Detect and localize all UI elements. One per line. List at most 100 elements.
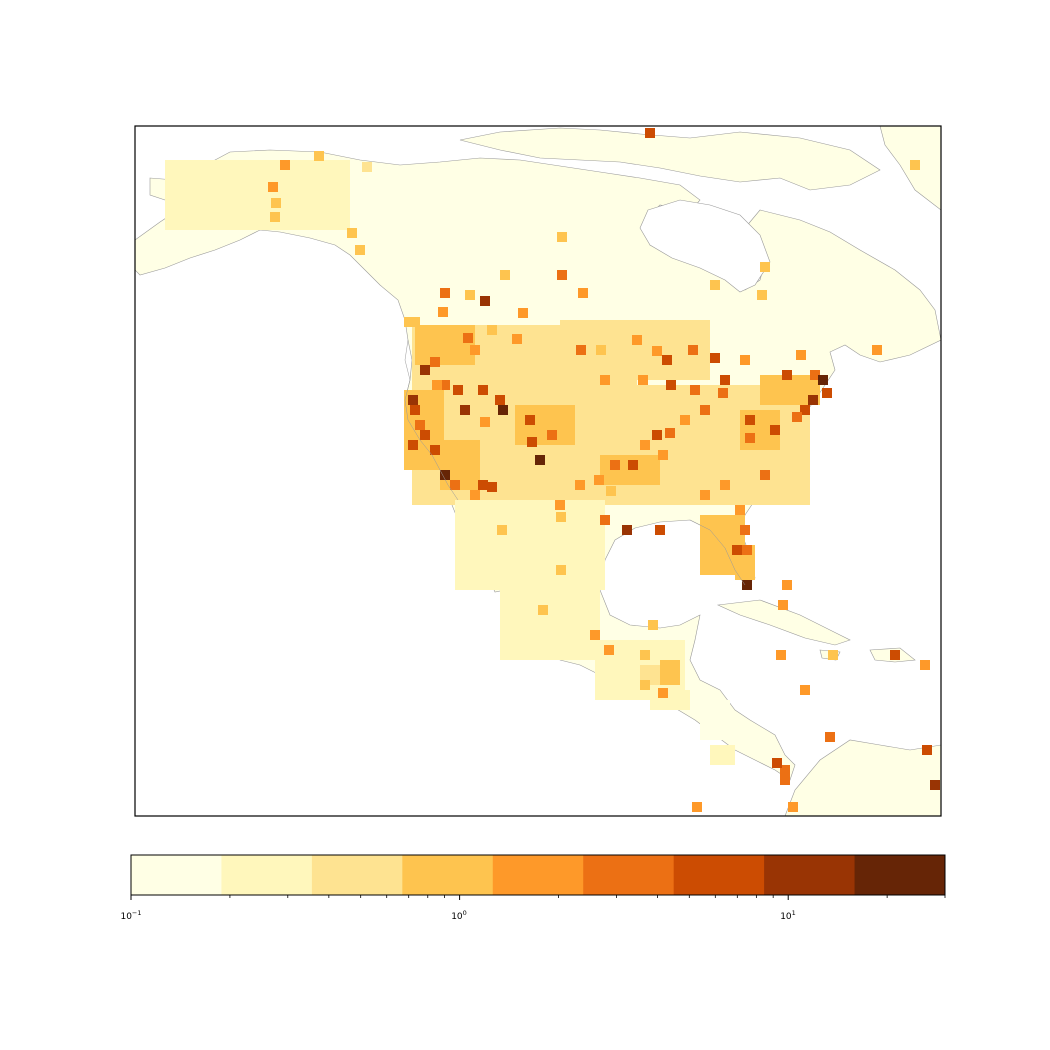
colorbar-band-4	[492, 855, 584, 895]
data-cell	[640, 650, 650, 660]
data-cell	[432, 380, 442, 390]
map-content	[135, 126, 941, 816]
data-cell	[700, 405, 710, 415]
data-cell	[440, 288, 450, 298]
data-cell	[760, 470, 770, 480]
data-cell	[594, 475, 604, 485]
colorbar-ticks	[130, 895, 946, 900]
data-cell	[165, 160, 350, 230]
arctic-islands	[459, 127, 881, 191]
data-cell	[872, 345, 882, 355]
data-cell	[692, 802, 702, 812]
data-cell	[652, 346, 662, 356]
colorbar-band-7	[764, 855, 856, 895]
data-cell	[578, 288, 588, 298]
data-cell	[487, 325, 497, 335]
data-cell	[792, 412, 802, 422]
data-cell	[463, 333, 473, 343]
data-cell	[404, 317, 414, 327]
data-cell	[788, 802, 798, 812]
data-cell	[665, 428, 675, 438]
data-cell	[735, 505, 745, 515]
data-cell	[500, 590, 600, 660]
data-cell	[453, 385, 463, 395]
data-cell	[527, 437, 537, 447]
hudson-bay	[639, 199, 771, 293]
data-cell	[500, 270, 510, 280]
data-cell	[610, 460, 620, 470]
data-cell	[796, 350, 806, 360]
data-cell	[410, 405, 420, 415]
colorbar-band-8	[854, 855, 946, 895]
data-cell	[575, 480, 585, 490]
data-cell	[742, 545, 752, 555]
data-cell	[314, 151, 324, 161]
data-cell	[512, 334, 522, 344]
data-cell	[710, 745, 735, 765]
data-cell	[648, 620, 658, 630]
data-cell	[710, 353, 720, 363]
data-cell	[666, 380, 676, 390]
data-cell	[420, 430, 430, 440]
data-cell	[808, 395, 818, 405]
data-cell	[810, 370, 820, 380]
data-cell	[478, 480, 488, 490]
data-cell	[740, 525, 750, 535]
data-cell	[740, 355, 750, 365]
tick-label-1: 100	[451, 909, 467, 922]
data-cell	[640, 680, 650, 690]
colorbar-band-6	[673, 855, 765, 895]
data-cell	[800, 685, 810, 695]
data-cell	[690, 385, 700, 395]
data-cell	[518, 308, 528, 318]
data-cell	[658, 450, 668, 460]
south-america-edge	[784, 739, 941, 816]
data-cell	[271, 198, 281, 208]
data-cell	[355, 245, 365, 255]
data-cell	[408, 440, 418, 450]
data-cell	[822, 388, 832, 398]
data-cell	[528, 354, 538, 364]
data-cell	[757, 290, 767, 300]
data-cell	[920, 660, 930, 670]
data-cell	[347, 228, 357, 238]
data-cell	[760, 262, 770, 272]
data-cell	[556, 565, 566, 575]
data-cell	[780, 765, 790, 775]
map-frame	[134, 125, 942, 817]
data-cell	[280, 160, 290, 170]
data-cell	[688, 345, 698, 355]
data-cell	[415, 420, 425, 430]
data-cell	[465, 290, 475, 300]
data-cell	[606, 486, 616, 496]
data-cell	[450, 480, 460, 490]
colorbar-band-3	[402, 855, 494, 895]
coastlines	[404, 339, 746, 586]
data-cell	[538, 605, 548, 615]
data-cell	[680, 415, 690, 425]
data-cell	[660, 660, 680, 685]
data-cell	[547, 430, 557, 440]
colorbar-band-5	[583, 855, 675, 895]
data-cell	[890, 650, 900, 660]
data-cell	[742, 580, 752, 590]
data-cell	[460, 405, 470, 415]
data-cell	[268, 182, 278, 192]
data-cell	[576, 345, 586, 355]
data-cell	[590, 630, 600, 640]
data-cell	[415, 325, 475, 365]
colorbar-band-0	[131, 855, 222, 895]
data-cell	[556, 512, 566, 522]
data-cell	[930, 780, 940, 790]
colorbar-bands	[131, 855, 946, 895]
data-cell	[420, 365, 430, 375]
data-cell	[270, 212, 280, 222]
data-cell	[430, 357, 440, 367]
data-cell	[440, 470, 450, 480]
data-cell	[555, 500, 565, 510]
data-cell	[497, 525, 507, 535]
data-cell	[557, 270, 567, 280]
data-cell	[782, 580, 792, 590]
data-cell	[440, 380, 450, 390]
data-cell	[720, 375, 730, 385]
